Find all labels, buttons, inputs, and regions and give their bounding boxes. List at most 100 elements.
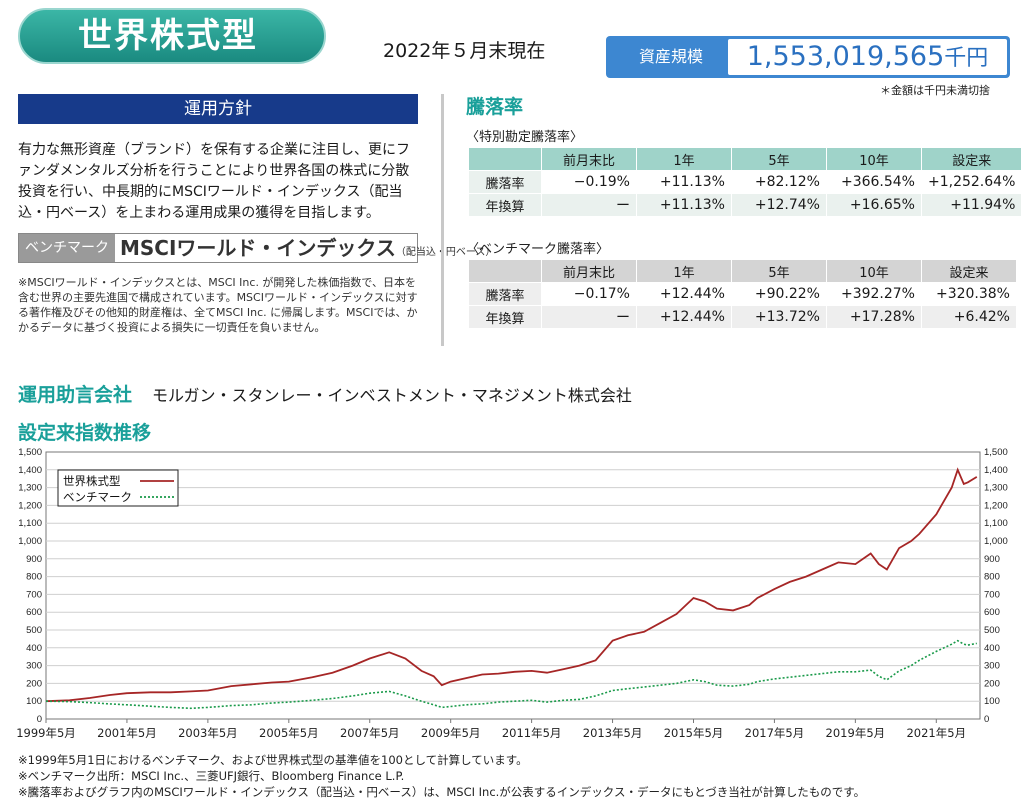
- table-cell: +12.44%: [636, 305, 732, 329]
- y-tick-label-right: 300: [984, 661, 1000, 672]
- table-cell: +6.42%: [921, 305, 1017, 329]
- fund-title-badge: 世界株式型: [18, 8, 326, 64]
- y-tick-label-right: 1,100: [984, 518, 1008, 529]
- y-tick-label-right: 100: [984, 696, 1000, 707]
- x-tick-label: 1999年5月: [16, 726, 76, 740]
- x-tick-label: 2021年5月: [906, 726, 966, 740]
- x-tick-label: 2003年5月: [178, 726, 238, 740]
- table-header-cell: 設定来: [921, 259, 1017, 283]
- index-chart: 0 0 100 100 200 200 300 300 400 400 500 500 600 600 70…: [16, 447, 1008, 740]
- table-cell: 年換算: [468, 193, 542, 217]
- table-header-row: 前月末比 1年 5年 10年 設定来: [468, 259, 1017, 283]
- x-tick-label: 2017年5月: [745, 726, 805, 740]
- assets-value-box: 1,553,019,565千円: [728, 39, 1007, 75]
- assets-unit: 千円: [944, 46, 989, 71]
- advisor-label: 運用助言会社: [18, 384, 133, 406]
- y-tick-label-left: 300: [26, 661, 42, 672]
- table-cell: 騰落率: [468, 282, 542, 306]
- table-cell: −0.19%: [541, 170, 637, 194]
- table-cell: +11.13%: [636, 193, 732, 217]
- bench-perf-subtitle: 〈ベンチマーク騰落率〉: [466, 242, 610, 257]
- table-header-row: 前月末比 1年 5年 10年 設定来: [468, 147, 1023, 171]
- performance-title: 騰落率: [466, 96, 524, 118]
- x-tick-label: 2001年5月: [97, 726, 157, 740]
- table-cell: +11.94%: [920, 193, 1023, 217]
- bench-performance-table: 前月末比 1年 5年 10年 設定来 騰落率 −0.17% +12.44% +90.22% +39…: [468, 259, 1017, 329]
- table-row: 騰落率 −0.19% +11.13% +82.12% +366.54% +1,252.64…: [468, 170, 1023, 194]
- x-tick-label: 2007年5月: [340, 726, 400, 740]
- y-tick-label-left: 600: [26, 607, 42, 618]
- table-row: 年換算ー +12.44% +13.72% +17.28% +6.42%: [468, 305, 1017, 329]
- table-cell: ー: [541, 193, 637, 217]
- y-tick-label-right: 1,300: [984, 483, 1008, 494]
- table-header-cell: 前月末比: [541, 147, 637, 171]
- y-tick-label-right: 500: [984, 625, 1000, 636]
- table-cell: +1,252.64%: [920, 170, 1023, 194]
- y-tick-label-left: 0: [37, 714, 42, 725]
- footnote-2: ※ベンチマーク出所：MSCI Inc.、三菱UFJ銀行、Bloomberg Fi…: [18, 769, 405, 783]
- table-header-cell: 設定来: [920, 147, 1023, 171]
- table-cell: ー: [541, 305, 637, 329]
- series-line-fund: [45, 467, 978, 703]
- policy-heading: 運用方針: [18, 94, 418, 124]
- table-cell: +12.44%: [636, 282, 732, 306]
- plot-area: [45, 451, 981, 720]
- table-cell: +11.13%: [636, 170, 732, 194]
- legend-label: 世界株式型: [63, 474, 121, 488]
- table-cell: +320.38%: [921, 282, 1017, 306]
- table-cell: 年換算: [468, 305, 542, 329]
- y-tick-label-left: 1,500: [18, 447, 42, 458]
- divider: [441, 94, 444, 346]
- benchmark-name-wrap: MSCIワールド・インデックス（配当込・円ベース）: [120, 234, 495, 267]
- y-tick-label-left: 800: [26, 572, 42, 583]
- table-header-cell: 10年: [826, 147, 922, 171]
- y-tick-label-right: 1,200: [984, 500, 1008, 511]
- advisor-name: モルガン・スタンレー・インベストメント・マネジメント株式会社: [152, 386, 632, 405]
- y-tick-label-left: 500: [26, 625, 42, 636]
- footnote-1: ※1999年5月1日におけるベンチマーク、および世界株式型の基準値を100として…: [18, 753, 528, 767]
- x-tick-label: 2013年5月: [583, 726, 643, 740]
- table-cell: +392.27%: [826, 282, 922, 306]
- table-header-cell: 5年: [731, 259, 827, 283]
- y-tick-label-left: 1,300: [18, 483, 42, 494]
- y-tick-label-right: 0: [984, 714, 989, 725]
- legend-box: [57, 469, 179, 507]
- y-tick-label-left: 200: [26, 678, 42, 689]
- table-header-cell: [468, 259, 542, 283]
- y-tick-label-right: 200: [984, 678, 1000, 689]
- table-cell: +90.22%: [731, 282, 827, 306]
- table-header-cell: 1年: [636, 147, 732, 171]
- y-tick-label-left: 700: [26, 589, 42, 600]
- y-tick-label-left: 900: [26, 554, 42, 565]
- table-header-cell: 10年: [826, 259, 922, 283]
- x-tick-label: 2019年5月: [826, 726, 886, 740]
- y-tick-label-right: 1,500: [984, 447, 1008, 458]
- assets-label: 資産規模: [638, 47, 703, 66]
- y-tick-label-left: 400: [26, 643, 42, 654]
- table-header-cell: [468, 147, 542, 171]
- y-tick-label-left: 1,400: [18, 465, 42, 476]
- series-line-benchmark: [45, 639, 977, 710]
- table-cell: +16.65%: [826, 193, 922, 217]
- table-cell: +17.28%: [826, 305, 922, 329]
- fund-perf-subtitle: 〈特別勘定騰落率〉: [466, 130, 584, 145]
- footnote-3: ※騰落率およびグラフ内のMSCIワールド・インデックス（配当込・円ベース）は、M…: [18, 785, 866, 799]
- y-tick-label-right: 600: [984, 607, 1000, 618]
- fund-name: 世界株式型: [78, 16, 258, 56]
- table-cell: −0.17%: [541, 282, 637, 306]
- y-tick-label-left: 1,000: [18, 536, 42, 547]
- x-tick-label: 2011年5月: [502, 726, 562, 740]
- table-header-cell: 5年: [731, 147, 827, 171]
- table-cell: 騰落率: [468, 170, 542, 194]
- assets-note: ＊金額は千円未満切捨: [880, 84, 990, 97]
- table-header-cell: 1年: [636, 259, 732, 283]
- y-tick-label-left: 1,100: [18, 518, 42, 529]
- table-cell: +13.72%: [731, 305, 827, 329]
- y-tick-label-right: 1,000: [984, 536, 1008, 547]
- table-row: 年換算ー +11.13% +12.74% +16.65% +11.94%: [468, 193, 1023, 217]
- table-row: 騰落率 −0.17% +12.44% +90.22% +392.27% +320.38%: [468, 282, 1017, 306]
- table-cell: +12.74%: [731, 193, 827, 217]
- x-tick-label: 2009年5月: [421, 726, 481, 740]
- msci-note: ※MSCIワールド・インデックスとは、MSCI Inc. が開発した株価指数で、…: [18, 276, 418, 334]
- table-cell: +366.54%: [826, 170, 922, 194]
